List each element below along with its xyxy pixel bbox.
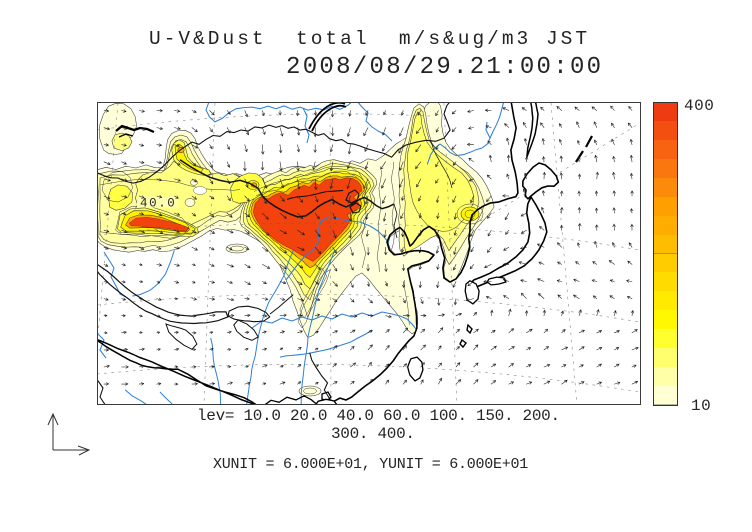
- svg-text:40.0: 40.0: [140, 197, 176, 211]
